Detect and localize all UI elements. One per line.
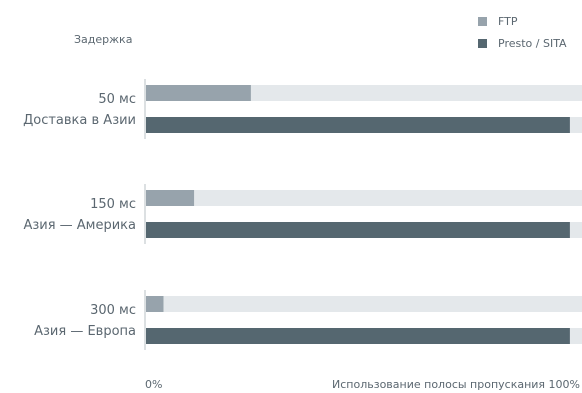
bar-ftp-1: [146, 190, 195, 206]
category-route-2: Азия — Европа: [34, 324, 136, 339]
bar-ftp-0: [146, 85, 251, 101]
legend-swatch-ftp: [478, 16, 487, 26]
bar-presto-1: [146, 222, 570, 238]
x-axis-title: Использование полосы пропускания: [332, 378, 546, 391]
category-label-1: 150 мс Азия — Америка: [23, 194, 136, 236]
category-delay-0: 50 мс: [98, 92, 136, 107]
bar-track-2-0: [146, 296, 582, 312]
legend-item-presto: Presto / SITA: [478, 34, 567, 52]
category-label-2: 300 мс Азия — Европа: [34, 300, 136, 342]
bar-track-1-0: [146, 190, 582, 206]
x-tick-min: 0%: [145, 378, 163, 391]
x-axis-end-label: Использование полосы пропускания 100%: [332, 378, 580, 391]
category-delay-1: 150 мс: [90, 197, 136, 212]
legend-label-presto: Presto / SITA: [498, 36, 567, 50]
y-axis-title: Задержка: [74, 33, 133, 46]
x-tick-max: 100%: [548, 378, 580, 391]
bar-ftp-2: [146, 296, 164, 312]
legend-item-ftp: FTP: [478, 12, 567, 30]
legend-swatch-presto: [478, 38, 487, 48]
chart-legend: FTP Presto / SITA: [478, 12, 567, 56]
bar-presto-0: [146, 117, 570, 133]
category-label-0: 50 мс Доставка в Азии: [23, 89, 136, 131]
legend-label-ftp: FTP: [498, 14, 518, 28]
bar-track-0-0: [146, 85, 582, 101]
category-route-0: Доставка в Азии: [23, 113, 136, 128]
category-route-1: Азия — Америка: [23, 218, 136, 233]
category-delay-2: 300 мс: [90, 303, 136, 318]
bar-presto-2: [146, 328, 570, 344]
